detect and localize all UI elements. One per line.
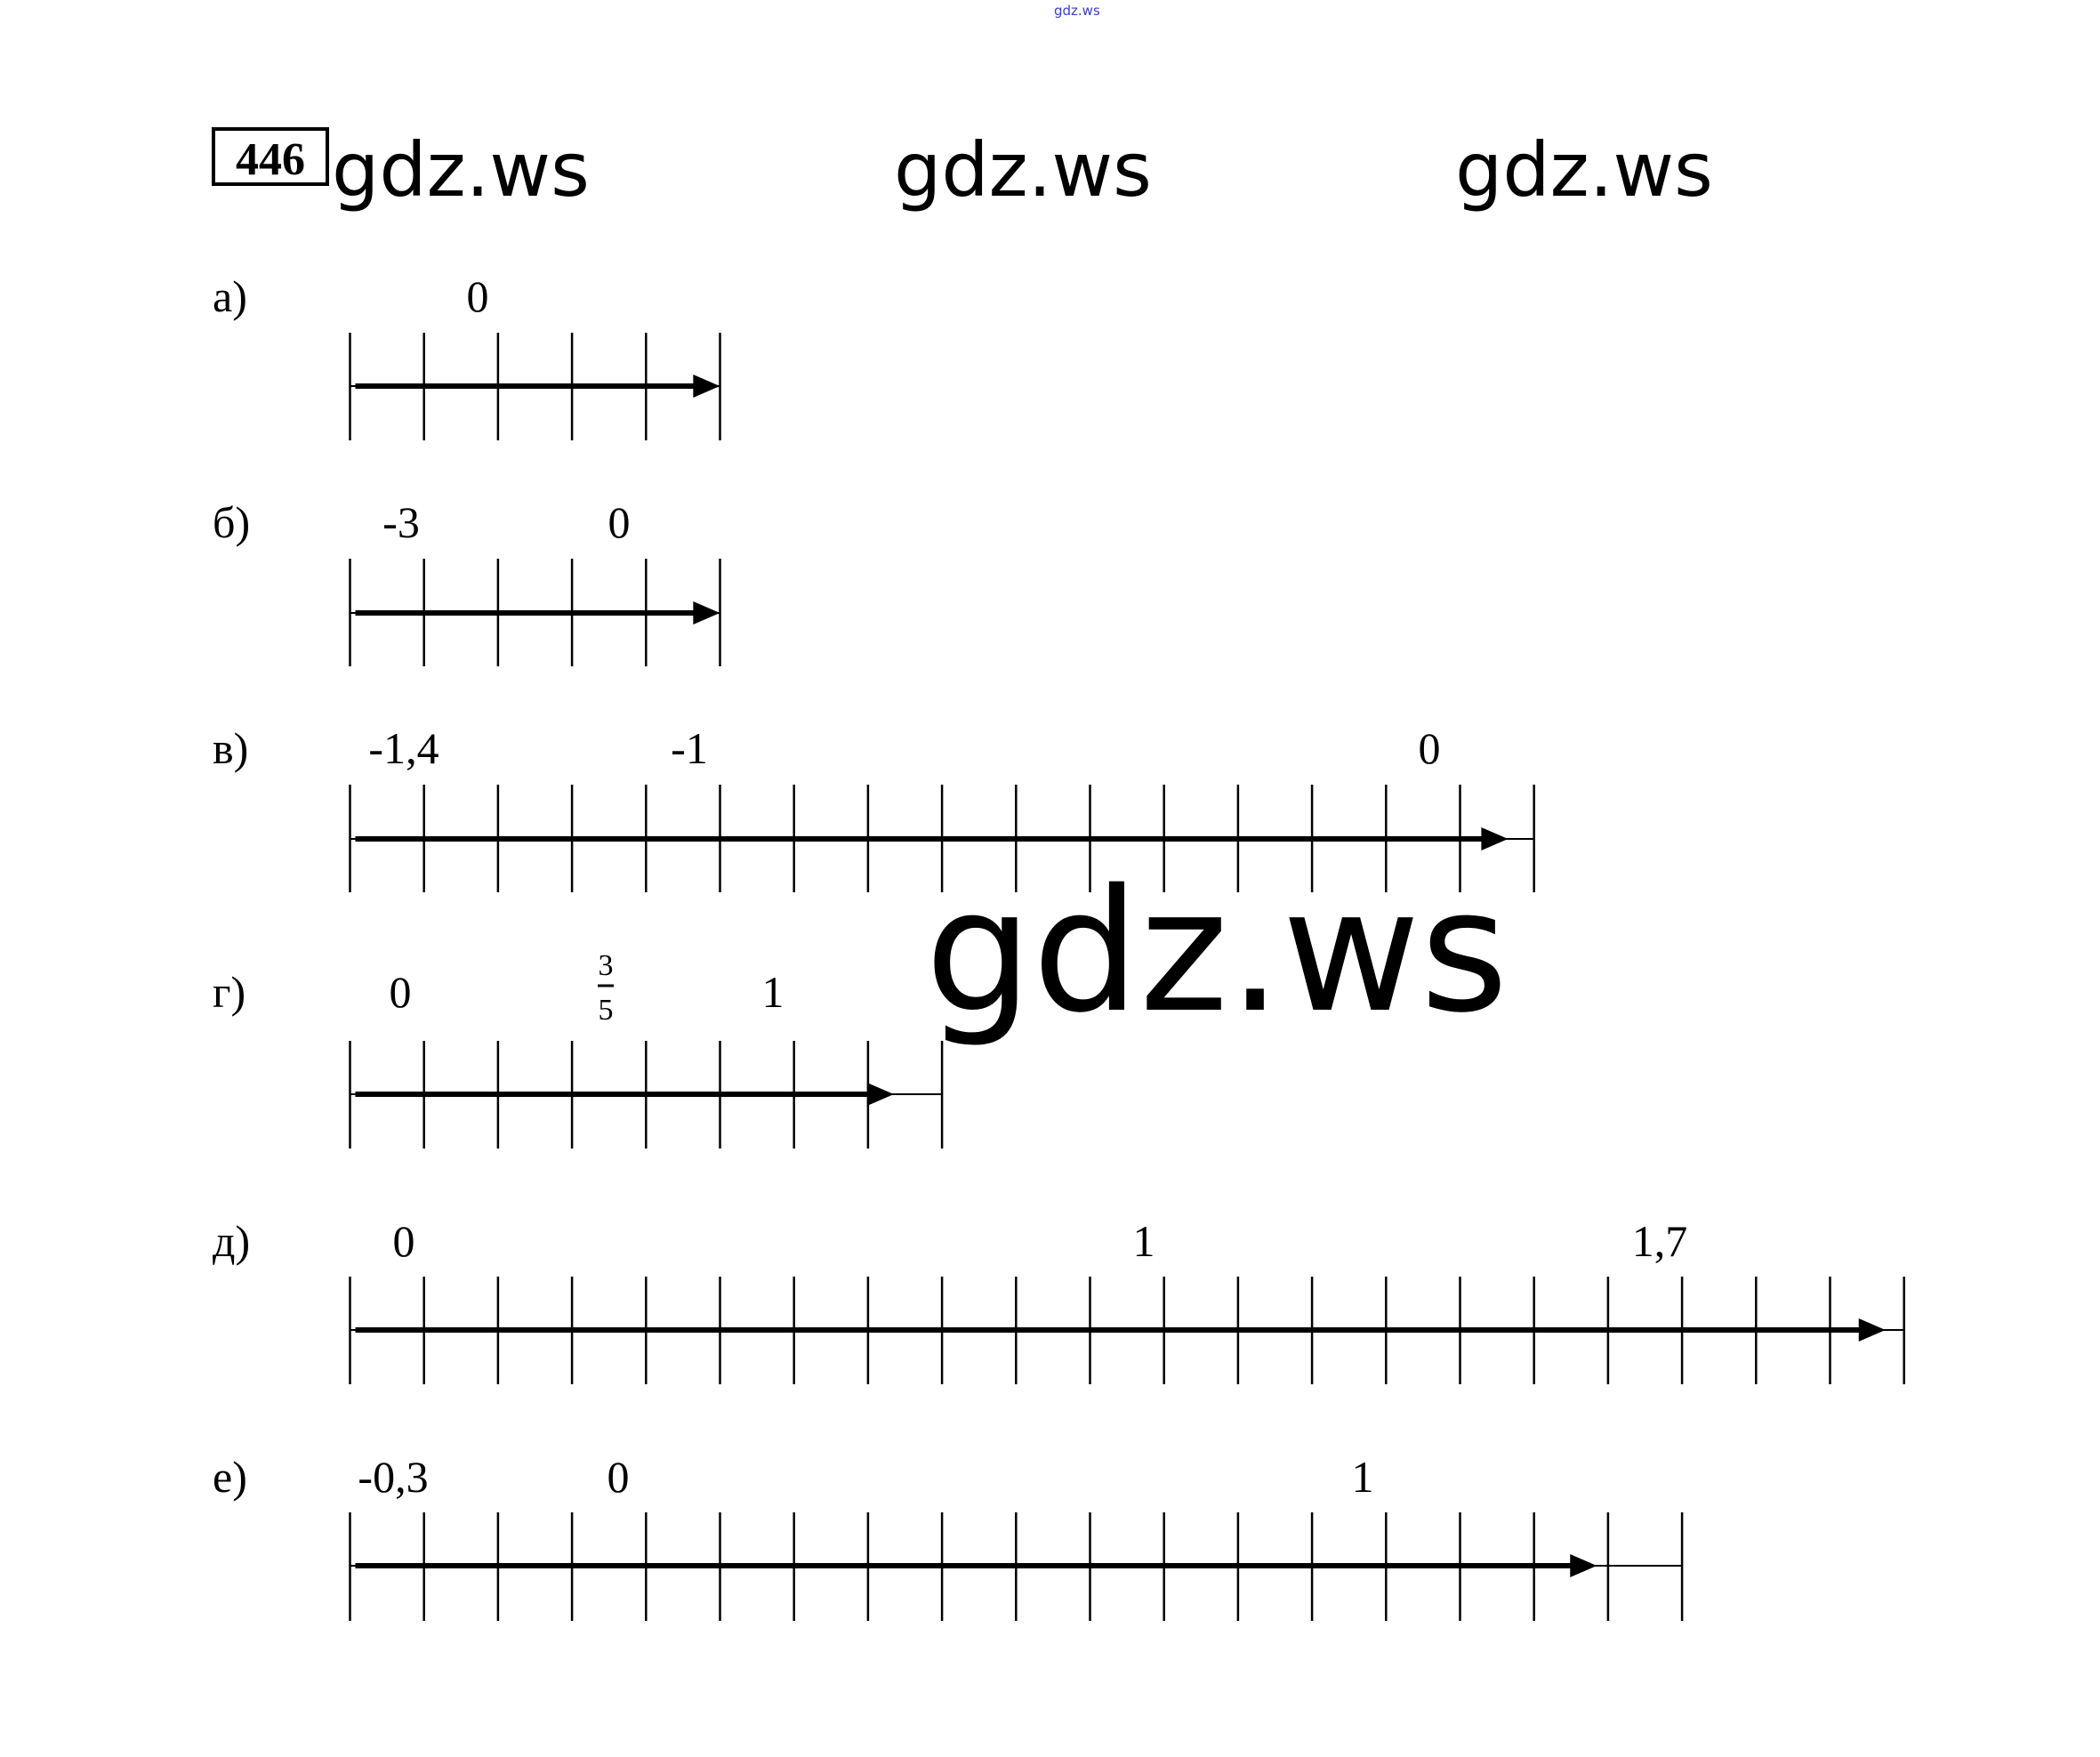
number-line-3: в) -1,4 -1 0 xyxy=(213,723,1535,892)
tick-label: 0 xyxy=(607,1452,630,1502)
tick-label: -3 xyxy=(382,497,420,547)
number-line-6: е) -0,3 0 1 xyxy=(213,1452,1684,1621)
arrow-head-icon xyxy=(866,1083,894,1106)
problem-number: 446 xyxy=(236,134,305,185)
tick-label: 0 xyxy=(1419,723,1441,773)
tick-label: -1,4 xyxy=(368,723,439,773)
tick-label: 1 xyxy=(762,967,784,1017)
watermark-1: gdz.ws xyxy=(332,126,590,214)
problem-letter: а) xyxy=(213,271,247,321)
tick-label: 1 xyxy=(1352,1452,1374,1502)
problem-number-box: 446 xyxy=(212,127,329,186)
center-watermark: gdz.ws xyxy=(925,853,1509,1050)
number-line-2: б) -3 0 xyxy=(213,497,721,666)
fraction-denominator: 5 xyxy=(599,994,614,1027)
arrow-head-icon xyxy=(1570,1554,1597,1577)
tick-label: -1 xyxy=(671,723,708,773)
tick-label: 0 xyxy=(393,1216,415,1266)
fraction-label: 35 xyxy=(598,949,614,1027)
arrow-head-icon xyxy=(693,375,720,398)
tick-label: 0 xyxy=(467,271,489,321)
fraction-numerator: 3 xyxy=(599,949,614,982)
tick-label: 0 xyxy=(608,497,631,547)
tick-label: 1,7 xyxy=(1632,1216,1688,1266)
arrow-head-icon xyxy=(1481,827,1509,850)
problem-letter: в) xyxy=(213,723,248,773)
watermark-3: gdz.ws xyxy=(1455,126,1713,214)
problem-letter: д) xyxy=(213,1216,250,1266)
problem-letter: г) xyxy=(213,967,245,1017)
tick-label: -0,3 xyxy=(358,1452,428,1502)
number-line-5: д) 0 1 1,7 xyxy=(213,1216,1905,1384)
problem-letter: е) xyxy=(213,1452,247,1502)
problem-letter: б) xyxy=(213,497,250,547)
tick-label: 0 xyxy=(390,967,412,1017)
arrow-head-icon xyxy=(693,601,720,625)
number-line-4: г) 035 1 xyxy=(213,949,944,1148)
watermark-2: gdz.ws xyxy=(894,126,1152,214)
number-line-1: а) 0 xyxy=(213,271,721,440)
arrow-head-icon xyxy=(1858,1318,1886,1342)
tick-label: 1 xyxy=(1133,1216,1155,1266)
top-watermark: gdz.ws xyxy=(1054,3,1100,19)
